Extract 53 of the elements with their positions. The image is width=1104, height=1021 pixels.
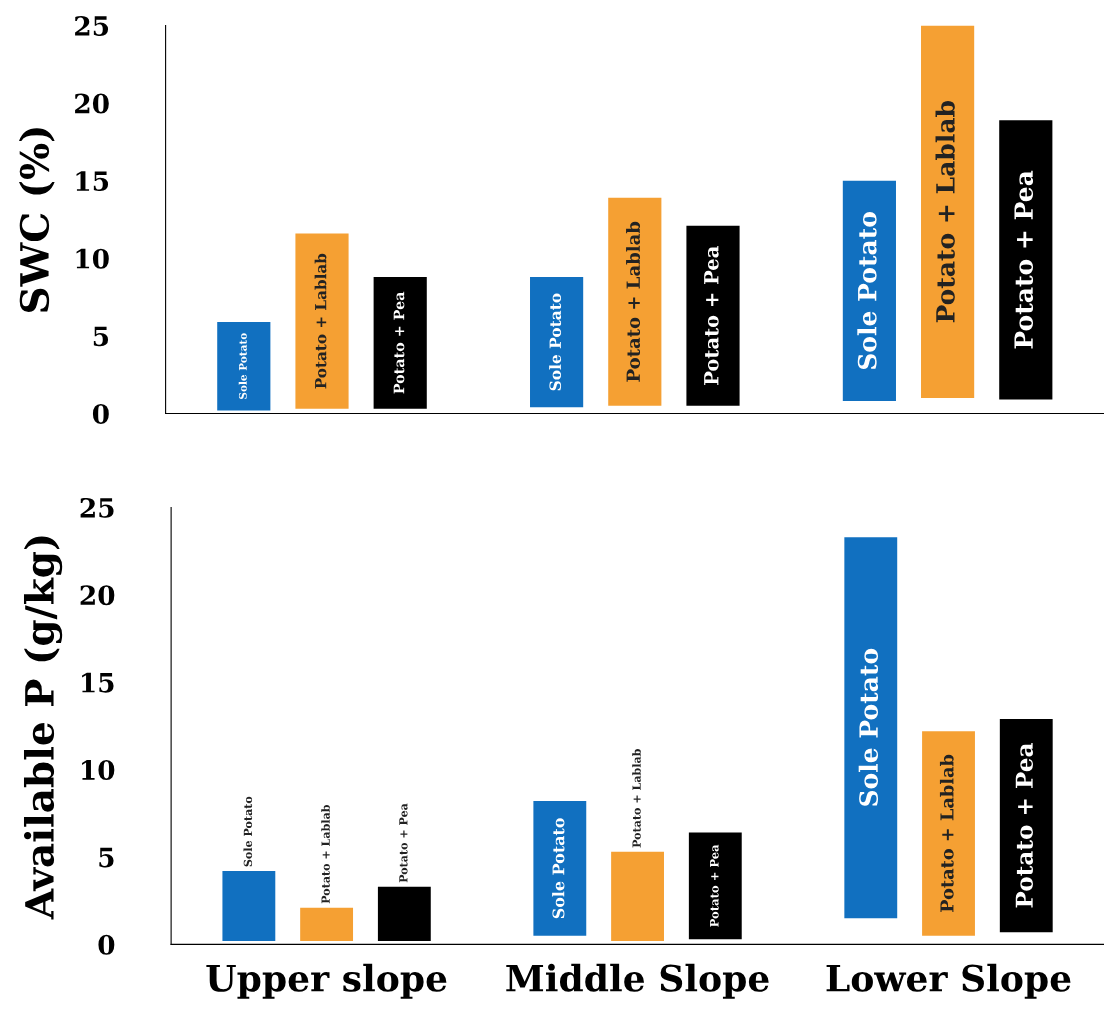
y-tick-label: 15 xyxy=(82,672,114,693)
bar xyxy=(530,276,584,408)
bar xyxy=(217,321,271,411)
bar xyxy=(377,886,431,941)
y-tick-label: 20 xyxy=(80,585,115,606)
text: Sole Potato xyxy=(549,293,562,391)
text: Sole Potato xyxy=(857,212,877,370)
text: Potato + Pea xyxy=(1014,170,1034,349)
text: Potato + Lablab xyxy=(632,748,641,848)
text: Potato + Pea xyxy=(710,844,719,927)
bar xyxy=(373,276,427,409)
bar xyxy=(842,180,896,402)
y-tick-label: 25 xyxy=(80,497,114,518)
x-tick-label: Middle Slope xyxy=(506,963,769,999)
bar xyxy=(999,120,1053,400)
y-tick-label: 20 xyxy=(75,93,109,114)
y-tick-label: 0 xyxy=(98,934,115,955)
y-tick-label: 0 xyxy=(92,403,109,424)
y-tick-label: 5 xyxy=(93,326,109,347)
series-label: Sole Potato xyxy=(238,333,247,399)
text: Potato + Pea xyxy=(1015,743,1033,908)
y-tick-label: 10 xyxy=(82,760,115,781)
text: Sole Potato xyxy=(858,648,879,806)
bar xyxy=(608,197,662,406)
y-tick-label: 25 xyxy=(75,15,109,36)
bar xyxy=(533,801,587,936)
series-label: Potato + Pea xyxy=(393,291,405,394)
bar xyxy=(999,718,1053,933)
text: Sole Potato xyxy=(243,796,253,867)
bar xyxy=(844,537,898,919)
text: Potato + Lablab xyxy=(626,221,641,382)
y-tick-label: 5 xyxy=(99,847,114,868)
bar xyxy=(686,225,740,406)
y-tick-label: 15 xyxy=(76,171,109,192)
bar xyxy=(300,907,354,941)
bar xyxy=(921,25,975,398)
x-tick-label: Upper slope xyxy=(206,963,447,999)
text: Potato + Pea xyxy=(399,803,408,883)
bar xyxy=(922,731,975,936)
y-axis-title: SWC (%) xyxy=(19,128,55,312)
text: Sole Potato xyxy=(552,818,565,919)
y-axis-title: Available P (g/kg) xyxy=(23,536,63,920)
bar xyxy=(611,851,664,941)
text: Potato + Lablab xyxy=(321,804,330,904)
bar xyxy=(222,871,276,941)
series-label: Potato + Lablab xyxy=(935,100,955,323)
x-tick-label: Lower Slope xyxy=(826,963,1071,999)
y-tick-label: 10 xyxy=(76,248,109,269)
bar xyxy=(688,832,742,940)
bar xyxy=(295,233,349,409)
text: Potato + Pea xyxy=(704,246,719,385)
text: Potato + Lablab xyxy=(939,754,954,912)
text: Potato + Lablab xyxy=(314,253,327,389)
